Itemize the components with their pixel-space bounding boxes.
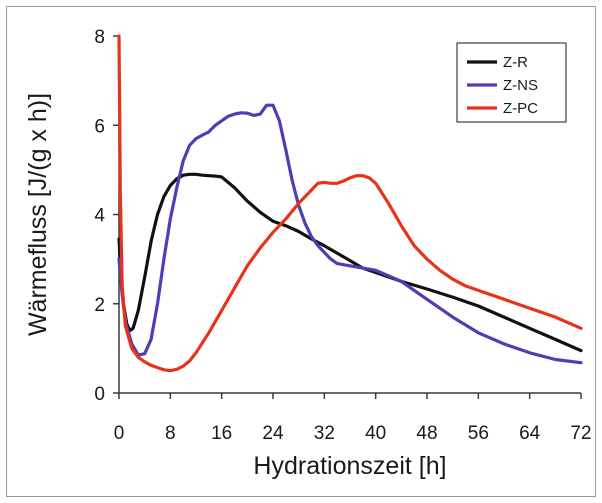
- x-tick-label: 56: [468, 423, 489, 444]
- x-tick-label: 16: [211, 423, 232, 444]
- y-tick-label: 0: [94, 384, 105, 405]
- legend-label-z-ns: Z-NS: [503, 77, 538, 94]
- legend-label-z-r: Z-R: [503, 54, 528, 71]
- x-tick-label: 64: [519, 423, 541, 444]
- y-tick-label: 6: [94, 116, 105, 137]
- series-line-z-ns: [117, 103, 583, 365]
- x-tick-label: 48: [416, 423, 437, 444]
- x-tick-label: 24: [262, 423, 284, 444]
- series-line-z-r: [117, 172, 583, 353]
- y-tick-label: 2: [94, 295, 105, 316]
- y-tick-label: 4: [94, 206, 105, 227]
- x-axis-title: Hydrationszeit [h]: [253, 452, 446, 480]
- y-axis-title: Wärmefluss [J/(g x h)]: [24, 93, 52, 336]
- x-tick-label: 0: [114, 423, 125, 444]
- series-line-z-pc: [117, 34, 583, 373]
- legend-label-z-pc: Z-PC: [503, 100, 538, 117]
- x-tick-label: 8: [165, 423, 176, 444]
- y-tick-label: 8: [94, 27, 105, 48]
- x-tick-label: 40: [365, 423, 386, 444]
- legend: Z-R Z-NS Z-PC: [456, 42, 567, 123]
- x-tick-label: 72: [570, 423, 591, 444]
- x-tick-label: 32: [314, 423, 335, 444]
